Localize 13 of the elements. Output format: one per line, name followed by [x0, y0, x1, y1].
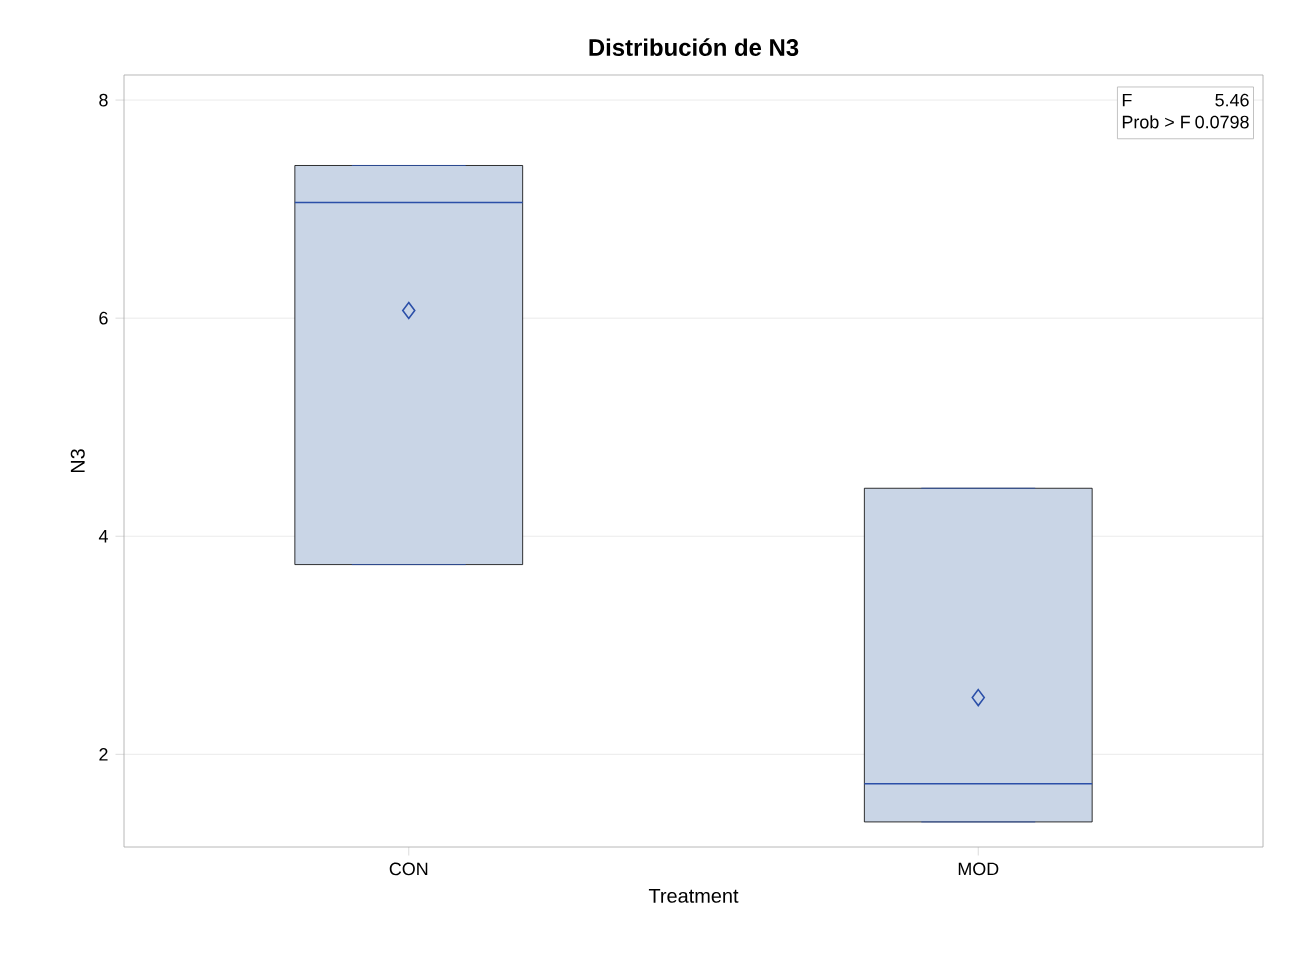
y-tick-label: 8 — [99, 93, 108, 107]
y-tick-label: 6 — [99, 311, 108, 325]
y-axis-title: N3 — [70, 449, 85, 473]
x-tick-label: MOD — [958, 862, 999, 876]
annotation: 5.46 — [1215, 93, 1249, 107]
chart-title: Distribución de N3 — [589, 38, 799, 57]
annotation: Prob > F — [1122, 115, 1190, 129]
annotation: 0.0798 — [1195, 115, 1249, 129]
y-tick-label: 4 — [98, 530, 108, 543]
x-axis-title: Treatment — [648, 888, 739, 903]
x-tick-label: CON — [389, 862, 428, 876]
annotation: F — [1122, 93, 1132, 107]
y-tick-label: 2 — [99, 748, 108, 761]
